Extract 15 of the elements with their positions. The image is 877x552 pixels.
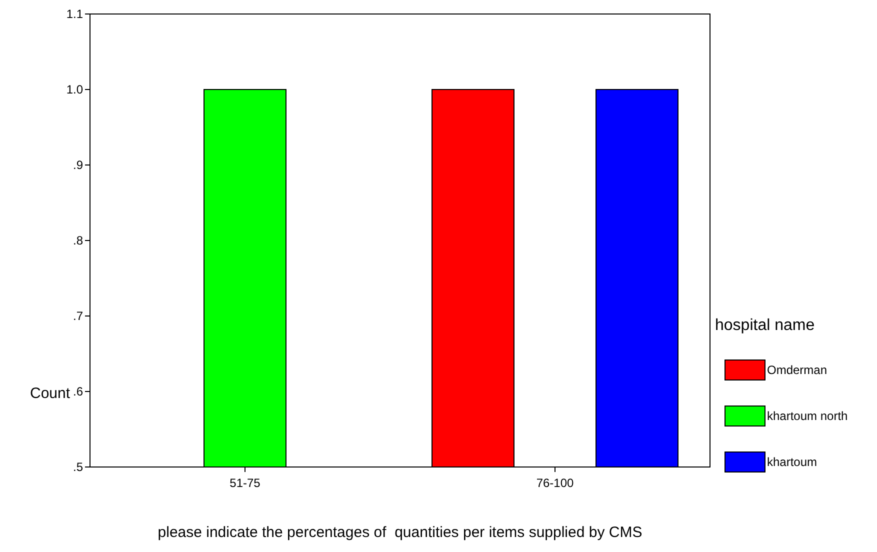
legend-label: khartoum north [767,409,848,424]
y-tick-label: .7 [72,309,84,324]
x-axis-title: please indicate the percentages of quantities per items supplied by CMS [158,524,642,541]
legend-label: Omderman [767,363,828,378]
legend-title: hospital name [715,317,815,334]
x-tick-label: 76-100 [536,476,574,490]
y-tick-label: .6 [72,384,84,399]
y-tick-label: .9 [72,158,84,172]
y-tick-label: .8 [72,234,84,248]
y-tick-label: .5 [72,460,84,474]
x-tick-label: 51-75 [230,476,261,490]
legend-label: khartoum [767,455,818,470]
y-tick-label: 1.0 [66,82,84,97]
y-axis-title: Count [30,385,71,402]
y-tick-label: 1.1 [66,7,84,22]
